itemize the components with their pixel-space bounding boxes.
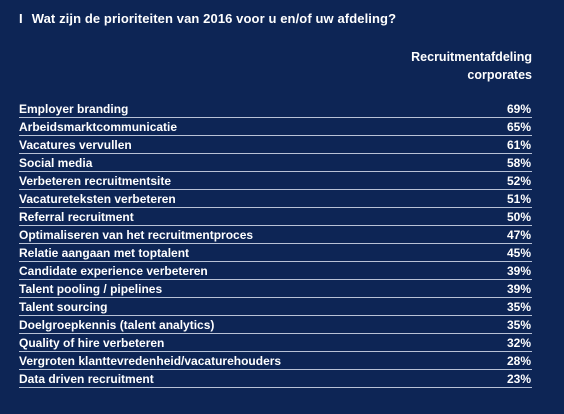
row-label: Quality of hire verbeteren bbox=[19, 335, 165, 350]
row-value: 58% bbox=[506, 155, 531, 170]
row-label: Talent pooling / pipelines bbox=[19, 281, 163, 296]
title-text: Wat zijn de prioriteiten van 2016 voor u… bbox=[31, 11, 397, 26]
table-row: Vacatureteksten verbeteren 51% bbox=[19, 190, 532, 208]
table-row: Relatie aangaan met toptalent 45% bbox=[19, 244, 532, 262]
row-label: Candidate experience verbeteren bbox=[19, 263, 208, 278]
table-row: Employer branding 69% bbox=[19, 100, 532, 118]
row-value: 65% bbox=[506, 119, 531, 134]
table-row: Verbeteren recruitmentsite 52% bbox=[19, 172, 532, 190]
column-header-line-1: Recruitmentafdeling bbox=[411, 50, 532, 64]
title-marker: I bbox=[19, 11, 23, 26]
row-value: 52% bbox=[506, 173, 531, 188]
row-label: Employer branding bbox=[19, 101, 129, 116]
row-value: 50% bbox=[506, 209, 531, 224]
table-row: Quality of hire verbeteren 32% bbox=[19, 334, 532, 352]
row-value: 35% bbox=[506, 299, 531, 314]
row-label: Talent sourcing bbox=[19, 299, 108, 314]
priority-table: Employer branding 69% Arbeidsmarktcommunic… bbox=[19, 100, 532, 388]
row-label: Relatie aangaan met toptalent bbox=[19, 245, 190, 260]
row-value: 39% bbox=[506, 281, 531, 296]
row-label: Vacatureteksten verbeteren bbox=[19, 191, 176, 206]
row-value: 32% bbox=[506, 335, 531, 350]
table-row: Talent pooling / pipelines 39% bbox=[19, 280, 532, 298]
row-value: 23% bbox=[506, 371, 531, 386]
row-label: Vacatures vervullen bbox=[19, 137, 132, 152]
table-row: Doelgroepkennis (talent analytics) 35% bbox=[19, 316, 532, 334]
table-row: Vergroten klanttevredenheid/vacaturehoud… bbox=[19, 352, 532, 370]
row-label: Referral recruitment bbox=[19, 209, 134, 224]
table-row: Arbeidsmarktcommunicatie 65% bbox=[19, 118, 532, 136]
row-value: 61% bbox=[506, 137, 531, 152]
table-row: Data driven recruitment 23% bbox=[19, 370, 532, 388]
column-header: Recruitmentafdeling corporates bbox=[411, 48, 532, 84]
row-value: 28% bbox=[506, 353, 531, 368]
row-label: Data driven recruitment bbox=[19, 371, 154, 386]
row-value: 47% bbox=[506, 227, 531, 242]
table-row: Vacatures vervullen 61% bbox=[19, 136, 532, 154]
row-value: 35% bbox=[506, 317, 531, 332]
row-value: 69% bbox=[506, 101, 531, 116]
row-label: Doelgroepkennis (talent analytics) bbox=[19, 317, 215, 332]
row-label: Social media bbox=[19, 155, 93, 170]
table-row: Referral recruitment 50% bbox=[19, 208, 532, 226]
chart-title: I Wat zijn de prioriteiten van 2016 voor … bbox=[19, 11, 396, 26]
row-label: Verbeteren recruitmentsite bbox=[19, 173, 172, 188]
table-row: Candidate experience verbeteren 39% bbox=[19, 262, 532, 280]
table-row: Talent sourcing 35% bbox=[19, 298, 532, 316]
row-label: Arbeidsmarktcommunicatie bbox=[19, 119, 178, 134]
table-row: Optimaliseren van het recruitmentproces 4… bbox=[19, 226, 532, 244]
column-header-line-2: corporates bbox=[467, 68, 532, 82]
row-value: 39% bbox=[506, 263, 531, 278]
table-row: Social media 58% bbox=[19, 154, 532, 172]
row-value: 45% bbox=[506, 245, 531, 260]
row-label: Optimaliseren van het recruitmentproces bbox=[19, 227, 254, 242]
row-value: 51% bbox=[506, 191, 531, 206]
row-label: Vergroten klanttevredenheid/vacaturehoud… bbox=[19, 353, 282, 368]
